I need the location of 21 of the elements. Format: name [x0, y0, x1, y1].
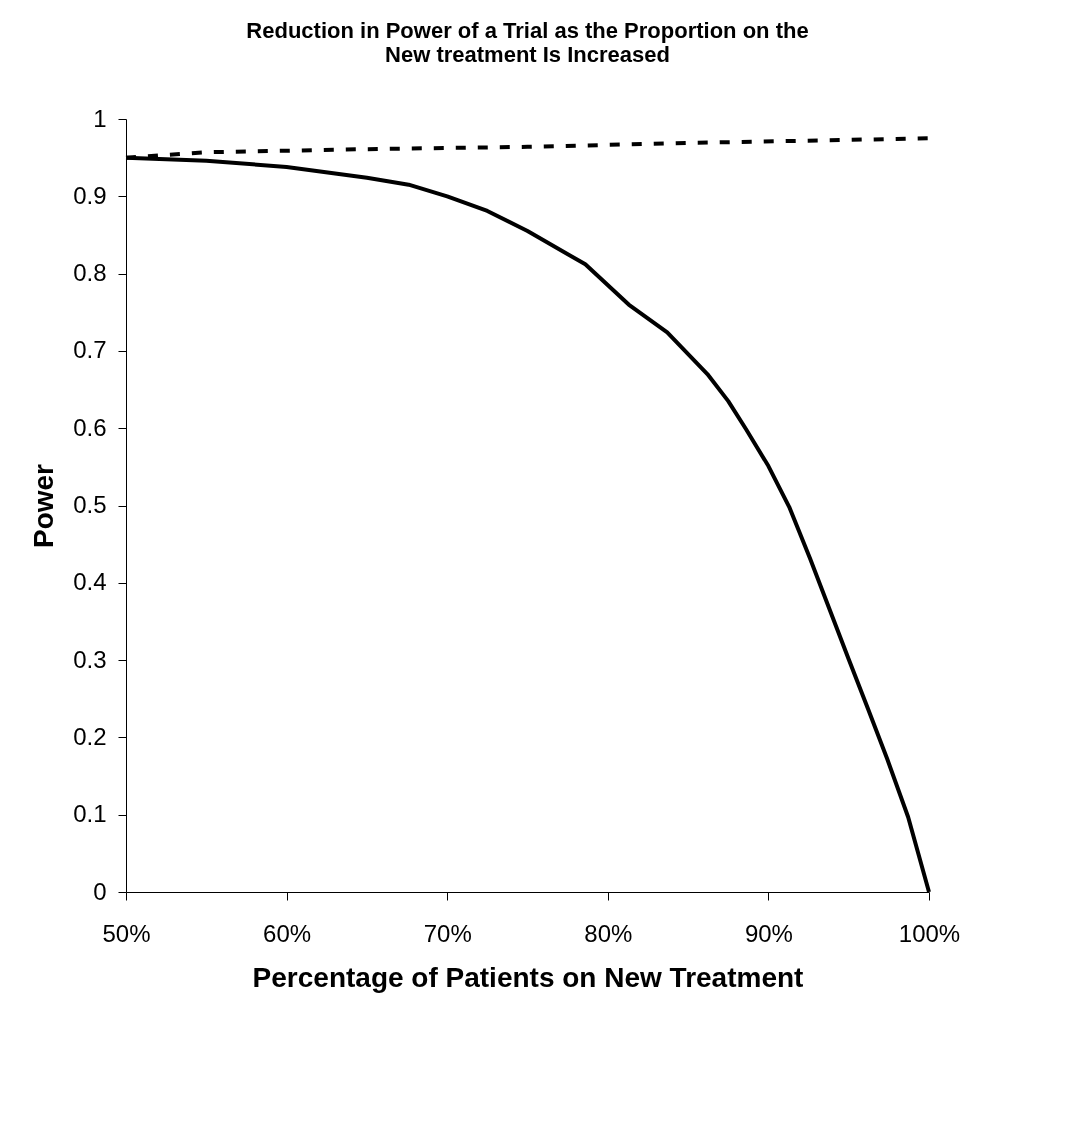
text: Reduction in Power of a Trial as the Proportion on the	[246, 18, 809, 43]
y-tick-label: 1	[93, 104, 107, 132]
y-tick-label: 0.7	[73, 336, 107, 364]
x-tick-label: 100%	[898, 919, 961, 947]
y-tick-label: 0.5	[73, 491, 107, 518]
x-tick-label: 50%	[102, 919, 151, 947]
x-tick-label: 60%	[263, 919, 312, 947]
y-tick-label: 0.1	[73, 800, 107, 828]
y-tick-label: 0.8	[73, 259, 107, 287]
x-tick-label: 80%	[584, 919, 633, 947]
x-tick-label: 90%	[744, 919, 793, 947]
y-axis-title: Power	[28, 463, 60, 549]
y-tick-label: 0	[93, 877, 107, 905]
y-tick-label: 0.9	[73, 181, 107, 209]
x-axis-title: Percentage of Patients on New Treatment	[252, 961, 804, 993]
x-tick-label: 70%	[423, 919, 472, 947]
text: New treatment Is Increased	[385, 42, 670, 67]
y-tick-label: 0.6	[73, 413, 107, 441]
y-tick-label: 0.4	[73, 568, 107, 596]
y-tick-label: 0.2	[73, 722, 107, 750]
y-tick-label: 0.3	[73, 645, 107, 673]
